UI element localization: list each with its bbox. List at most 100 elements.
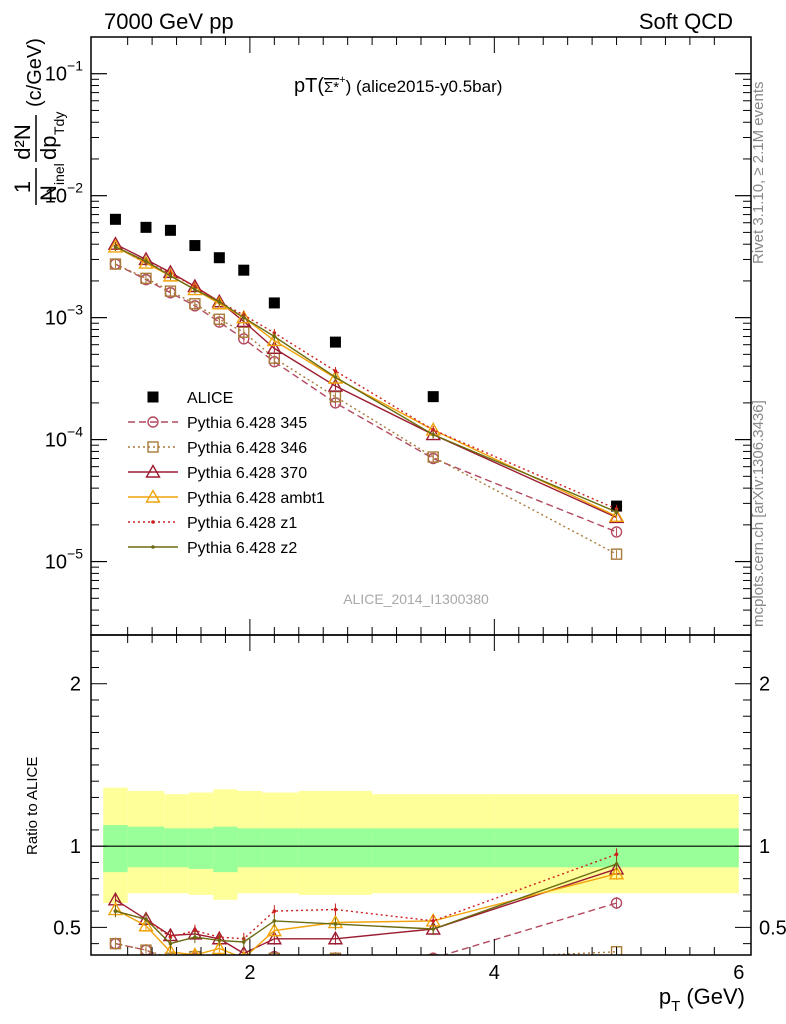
ratio-y-tick-label: 2 <box>70 674 81 696</box>
ratio-point <box>211 940 228 955</box>
band-inner <box>213 826 238 873</box>
legend-label: Pythia 6.428 370 <box>187 465 307 482</box>
ratio-point <box>431 919 436 923</box>
ratio-point <box>193 935 197 939</box>
legend: ALICE Pythia 6.428 345 Pythia 6.428 346 Pyt… <box>128 390 325 557</box>
x-tick-label: 2 <box>244 962 255 984</box>
y-label-inel: inel <box>51 163 67 185</box>
ratio-point <box>610 946 623 955</box>
legend-item-alice: ALICE <box>147 390 233 407</box>
data-point <box>327 378 344 392</box>
legend-label: ALICE <box>187 390 233 407</box>
data-point <box>329 336 341 348</box>
y-label-unit: (c/GeV) <box>24 38 46 107</box>
data-point <box>189 298 201 310</box>
mcplots-label: mcplots.cern.ch [arXiv:1306.3436] <box>750 400 767 627</box>
watermark: ALICE_2014_I1300380 <box>343 591 489 607</box>
ratio-line <box>115 863 617 945</box>
ratio-uncertainty-bands <box>103 787 739 904</box>
ratio-point <box>608 865 625 880</box>
ratio-point <box>333 907 338 912</box>
data-point <box>238 264 250 276</box>
data-point <box>327 370 344 384</box>
ratio-point <box>168 941 173 946</box>
series-line-pythia-6-428-345 <box>115 263 617 533</box>
data-point <box>333 369 338 373</box>
legend-marker <box>145 489 161 503</box>
plot-title-tail: ) (alice2015-y0.5bar) <box>346 77 503 96</box>
series-pythia-6-428-346 <box>109 258 623 560</box>
y-axis-label: 1 N inel d²N dp Tdy (c/GeV) <box>10 38 67 205</box>
data-point <box>187 281 203 296</box>
ratio-point <box>614 862 619 866</box>
ratio-point <box>193 928 197 933</box>
x-tick-label: 4 <box>489 962 500 984</box>
data-point <box>268 297 280 309</box>
ratio-point <box>272 909 277 913</box>
data-point <box>431 432 436 437</box>
ratio-point <box>238 945 250 955</box>
ratio-y-tick-label-right: 1 <box>759 836 770 858</box>
main-y-ticks: 10−5 10−4 10−3 10−2 10−1 <box>45 36 751 635</box>
data-point <box>189 240 201 252</box>
y-label-numerator: d²N <box>10 124 35 159</box>
ratio-point <box>213 954 226 955</box>
ratio-point <box>138 917 154 932</box>
header-right: Soft QCD <box>639 9 733 34</box>
legend-item-pythia-6-428-346: Pythia 6.428 346 <box>128 440 307 457</box>
series-line-pythia-6-428-370 <box>115 243 617 519</box>
band-inner <box>262 828 299 868</box>
ratio-point <box>214 956 224 966</box>
band-inner <box>372 828 495 868</box>
ratio-plot-panel: 0.5 0.5 1 1 2 2 2 4 6 Ratio to ALICE pT (GeV) <box>24 634 786 1015</box>
legend-item-pythia-6-428-z1: Pythia 6.428 z1 <box>128 515 297 532</box>
legend-item-pythia-6-428-370: Pythia 6.428 370 <box>128 464 307 482</box>
data-point <box>272 334 277 339</box>
plot-title: pT(Σ*+) (alice2015-y0.5bar) <box>294 74 502 97</box>
legend-item-pythia-6-428-ambt1: Pythia 6.428 ambt1 <box>128 489 325 507</box>
x-tick-label: 6 <box>733 962 744 984</box>
y-label-dp: dp <box>36 136 61 160</box>
legend-marker <box>147 416 159 428</box>
ratio-point <box>241 940 246 944</box>
ratio-y-tick-label: 1 <box>70 836 81 858</box>
ratio-y-tick-label: 0.5 <box>53 917 81 939</box>
ratio-point <box>164 943 177 955</box>
ratio-line <box>115 853 617 940</box>
series-line-pythia-6-428-z2 <box>115 246 617 513</box>
data-point <box>109 258 122 270</box>
series-line-pythia-6-428-ambt1 <box>115 246 617 517</box>
y-tick-label: 10−2 <box>45 180 83 208</box>
data-point <box>140 221 152 233</box>
ratio-series-pythia-6-428-z2 <box>113 858 619 950</box>
x-label-unit: (GeV) <box>686 984 745 1009</box>
data-point <box>608 508 625 523</box>
ratio-point <box>431 927 436 931</box>
band-inner <box>188 828 214 869</box>
ratio-point <box>329 952 342 955</box>
legend-label: Pythia 6.428 ambt1 <box>187 490 325 507</box>
legend-marker <box>151 520 155 524</box>
ratio-series-layer <box>107 848 625 966</box>
ratio-plot-frame <box>90 634 752 956</box>
ratio-point <box>428 952 438 955</box>
data-point <box>217 299 222 304</box>
legend-marker <box>151 545 155 549</box>
ratio-ticks: 0.5 0.5 1 1 2 2 2 4 6 <box>53 635 786 984</box>
header-left: 7000 GeV pp <box>104 9 234 34</box>
main-series-layer <box>107 213 625 560</box>
plot-title-symbol: Σ* <box>324 79 339 96</box>
ratio-point <box>272 919 277 923</box>
data-point <box>431 428 436 432</box>
series-line-pythia-6-428-z1 <box>115 245 617 510</box>
ratio-series-pythia-6-428-346 <box>109 937 623 955</box>
x-label-sub: T <box>671 998 680 1015</box>
legend-label: Pythia 6.428 z1 <box>187 515 297 532</box>
legend-item-pythia-6-428-345: Pythia 6.428 345 <box>128 415 307 432</box>
band-inner <box>298 828 373 868</box>
data-point <box>164 285 177 297</box>
data-point <box>107 239 124 253</box>
ratio-point <box>167 954 174 955</box>
band-inner <box>237 828 263 868</box>
ratio-point <box>144 917 148 922</box>
